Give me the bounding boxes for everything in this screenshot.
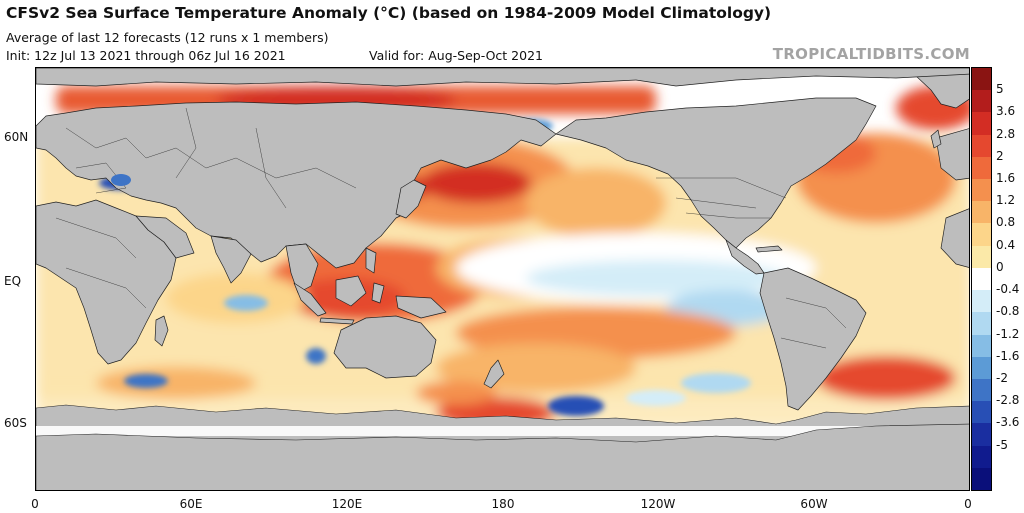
- colorbar-segment: [972, 445, 991, 469]
- colorbar-label: -1.2: [996, 326, 1020, 341]
- valid-period-text: Valid for: Aug-Sep-Oct 2021: [369, 48, 543, 63]
- greenland: [915, 68, 969, 109]
- colorbar-segment: [972, 68, 991, 91]
- colorbar-segment: [972, 90, 991, 113]
- map-canvas: [36, 68, 969, 490]
- caspian-sea: [111, 174, 131, 186]
- north-america: [555, 97, 877, 249]
- antarctic-ice-shelf: [36, 426, 969, 436]
- western-europe-east-edge: [935, 128, 969, 181]
- colorbar-segment: [972, 112, 991, 136]
- antarctica-interior: [36, 423, 969, 490]
- sst-anomaly-map: [35, 67, 970, 491]
- colorbar-segment: [972, 312, 991, 336]
- anomaly-cold-patches: [99, 119, 831, 416]
- colorbar-label: -0.4: [996, 282, 1020, 297]
- colorbar-segment: [972, 134, 991, 158]
- java: [319, 317, 355, 325]
- init-time-text: Init: 12z Jul 13 2021 through 06z Jul 16…: [6, 48, 286, 63]
- colorbar-segment: [972, 334, 991, 358]
- colorbar-label: 1.2: [996, 193, 1016, 208]
- lon-label-60w: 60W: [800, 497, 828, 511]
- india: [210, 235, 252, 284]
- colorbar-segment: [972, 179, 991, 202]
- colorbar-segment: [972, 267, 991, 291]
- lon-label-0: 0: [31, 497, 39, 511]
- colorbar-segment: [972, 356, 991, 380]
- colorbar-segment: [972, 201, 991, 225]
- colorbar-segment: [972, 401, 991, 424]
- colorbar-label: 2: [996, 148, 1004, 163]
- colorbar-segment: [972, 423, 991, 447]
- sumatra: [293, 282, 327, 317]
- south-america: [759, 267, 867, 411]
- lat-label-60s: 60S: [4, 416, 27, 430]
- lon-label-180: 180: [491, 497, 515, 511]
- colorbar-label: 0: [996, 259, 1004, 274]
- colorbar-label: -2: [996, 370, 1008, 385]
- colorbar-segment: [972, 467, 991, 490]
- chart-title: CFSv2 Sea Surface Temperature Anomaly (°…: [6, 4, 772, 22]
- lon-label-60e: 60E: [179, 497, 203, 511]
- colorbar-label: -3.6: [996, 415, 1020, 430]
- sulawesi: [371, 282, 385, 304]
- forecast-average-subtitle: Average of last 12 forecasts (12 runs x …: [6, 30, 329, 45]
- madagascar: [154, 315, 169, 347]
- indochina: [285, 243, 319, 294]
- colorbar-label: -5: [996, 437, 1008, 452]
- borneo: [335, 275, 367, 307]
- new-zealand: [483, 359, 505, 389]
- colorbar-label: -1.6: [996, 348, 1020, 363]
- colorbar-segment: [972, 290, 991, 313]
- japan: [395, 179, 427, 219]
- australia: [333, 315, 437, 379]
- lon-label-120e: 120E: [331, 497, 363, 511]
- lat-label-60n: 60N: [4, 130, 29, 144]
- africa-east-edge: [940, 208, 969, 268]
- philippines: [365, 247, 377, 274]
- colorbar-label: 0.8: [996, 215, 1016, 230]
- colorbar-label: -0.8: [996, 304, 1020, 319]
- colorbar-label: 0.4: [996, 237, 1016, 252]
- continents: [36, 68, 969, 411]
- brand-watermark: TROPICALTIDBITS.COM: [772, 45, 970, 63]
- new-guinea: [395, 295, 447, 319]
- colorbar: [971, 67, 992, 491]
- colorbar-label: 3.6: [996, 104, 1016, 119]
- colorbar-label: -2.8: [996, 393, 1020, 408]
- colorbar-label: 1.6: [996, 171, 1016, 186]
- lat-label-eq: EQ: [4, 274, 22, 288]
- africa: [36, 199, 177, 365]
- colorbar-segment: [972, 378, 991, 402]
- colorbar-label: 5: [996, 82, 1004, 97]
- cuba: [755, 245, 783, 253]
- lon-label-0-east: 0: [964, 497, 972, 511]
- lon-label-120w: 120W: [640, 497, 676, 511]
- arabia: [135, 215, 195, 259]
- country-borders: [55, 107, 847, 349]
- colorbar-segment: [972, 223, 991, 247]
- colorbar-label: 2.8: [996, 126, 1016, 141]
- colorbar-segment: [972, 245, 991, 269]
- colorbar-segment: [972, 156, 991, 180]
- uk-ireland: [930, 129, 942, 149]
- arctic-coast-strip: [36, 68, 969, 87]
